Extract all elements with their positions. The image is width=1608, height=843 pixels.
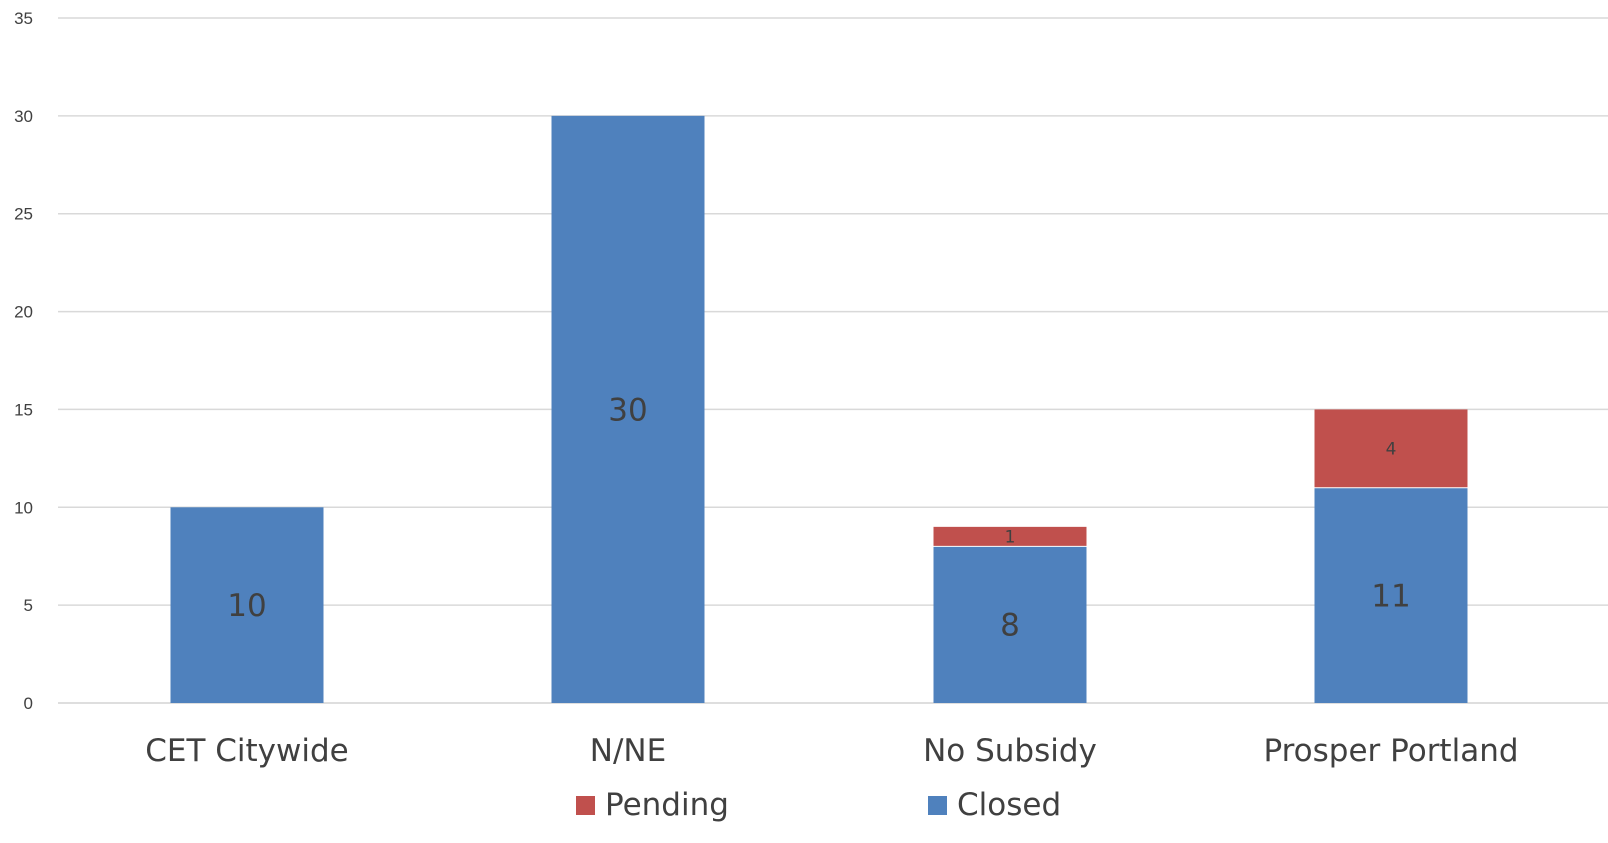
data-label-pending: 1 <box>1005 528 1016 548</box>
data-label-closed: 10 <box>227 588 266 624</box>
legend-swatch-closed <box>928 796 947 815</box>
x-axis-categories: CET Citywide N/NE No Subsidy Prosper Portla… <box>145 733 1518 769</box>
legend-label-closed: Closed <box>957 787 1061 823</box>
x-category-label: CET Citywide <box>145 733 349 769</box>
y-tick-label: 5 <box>24 596 33 615</box>
y-axis-ticks: 0 5 10 15 20 25 30 35 <box>14 9 33 713</box>
x-category-label: N/NE <box>590 733 666 769</box>
bar-closed-1 <box>551 115 705 704</box>
y-tick-label: 0 <box>24 694 33 713</box>
bar-pending-2 <box>933 526 1087 547</box>
bar-closed-2 <box>933 546 1087 703</box>
y-tick-label: 30 <box>14 107 33 126</box>
legend-swatch-pending <box>576 796 595 815</box>
y-tick-label: 25 <box>14 205 33 224</box>
y-tick-label: 35 <box>14 9 33 28</box>
y-tick-label: 15 <box>14 400 33 419</box>
data-label-closed: 8 <box>1000 608 1020 644</box>
data-label-closed: 30 <box>608 392 647 428</box>
bar-pending-3 <box>1314 409 1468 488</box>
y-tick-label: 10 <box>14 498 33 517</box>
x-category-label: Prosper Portland <box>1263 733 1518 769</box>
legend-label-pending: Pending <box>605 787 729 823</box>
data-label-pending: 4 <box>1386 440 1397 460</box>
x-category-label: No Subsidy <box>923 733 1097 769</box>
legend: Pending Closed <box>576 787 1061 823</box>
y-tick-label: 20 <box>14 303 33 322</box>
bar-closed-0 <box>170 507 324 703</box>
data-label-closed: 11 <box>1371 578 1410 614</box>
bars <box>170 115 1468 704</box>
bar-closed-3 <box>1314 487 1468 703</box>
